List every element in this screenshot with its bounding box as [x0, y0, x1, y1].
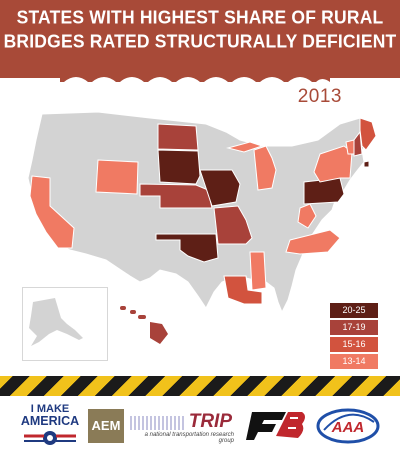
aaa-logo: AAA — [316, 408, 380, 444]
legend-item-20-25: 20-25 — [330, 303, 378, 318]
us-map — [27, 111, 377, 314]
state-rhode-island — [363, 160, 370, 168]
state-south-dakota — [157, 149, 201, 185]
state-maine — [359, 117, 377, 151]
state-new-hampshire — [353, 130, 363, 157]
legend-item-15-16: 15-16 — [330, 337, 378, 352]
legend: 20-25 17-19 15-16 13-14 — [330, 303, 378, 371]
gear-icon — [24, 431, 76, 445]
state-mississippi — [249, 251, 267, 291]
state-north-dakota — [157, 123, 199, 151]
hawaii-shape — [120, 306, 168, 344]
trip-word: TRIP — [188, 411, 232, 432]
legend-item-13-14: 13-14 — [330, 354, 378, 369]
state-missouri — [213, 205, 253, 245]
trip-stripes — [130, 416, 186, 430]
state-wyoming — [95, 159, 139, 195]
title-line-2: BRIDGES RATED STRUCTURALLY DEFICIENT — [3, 30, 397, 52]
state-pennsylvania — [303, 177, 345, 205]
alaska-shape — [29, 298, 83, 346]
alaska-inset — [22, 287, 108, 361]
imake-line1: I MAKE — [30, 403, 70, 415]
state-vermont — [345, 139, 355, 155]
year-label: 2013 — [297, 86, 342, 107]
state-michigan — [253, 145, 277, 191]
state-west-virginia — [297, 203, 317, 229]
aaa-text: AAA — [331, 419, 365, 436]
state-louisiana — [223, 275, 263, 305]
state-north-carolina — [285, 229, 341, 255]
state-california — [29, 175, 75, 249]
state-new-york — [313, 145, 353, 183]
state-iowa — [199, 169, 241, 207]
hazard-stripe — [0, 376, 400, 396]
imake-line2: AMERICA — [20, 414, 80, 428]
imake-america-logo: I MAKE AMERICA — [20, 404, 80, 453]
state-nebraska — [139, 183, 213, 209]
aem-logo: AEM — [88, 409, 124, 443]
header-banner: STATES WITH HIGHEST SHARE OF RURAL BRIDG… — [0, 0, 400, 70]
trip-tagline: a national transportation research group — [144, 432, 234, 444]
title-line-1: STATES WITH HIGHEST SHARE OF RURAL — [16, 6, 384, 28]
legend-item-17-19: 17-19 — [330, 320, 378, 335]
bridge-arches — [0, 68, 400, 82]
state-oklahoma — [155, 233, 219, 263]
trip-logo: TRIP a national transportation research … — [130, 412, 238, 444]
state-michigan-up — [226, 141, 264, 153]
us-base-shape — [27, 111, 373, 314]
sponsor-logos: I MAKE AMERICA AEM TRIP a national trans… — [0, 400, 400, 467]
farm-bureau-logo — [246, 412, 305, 440]
